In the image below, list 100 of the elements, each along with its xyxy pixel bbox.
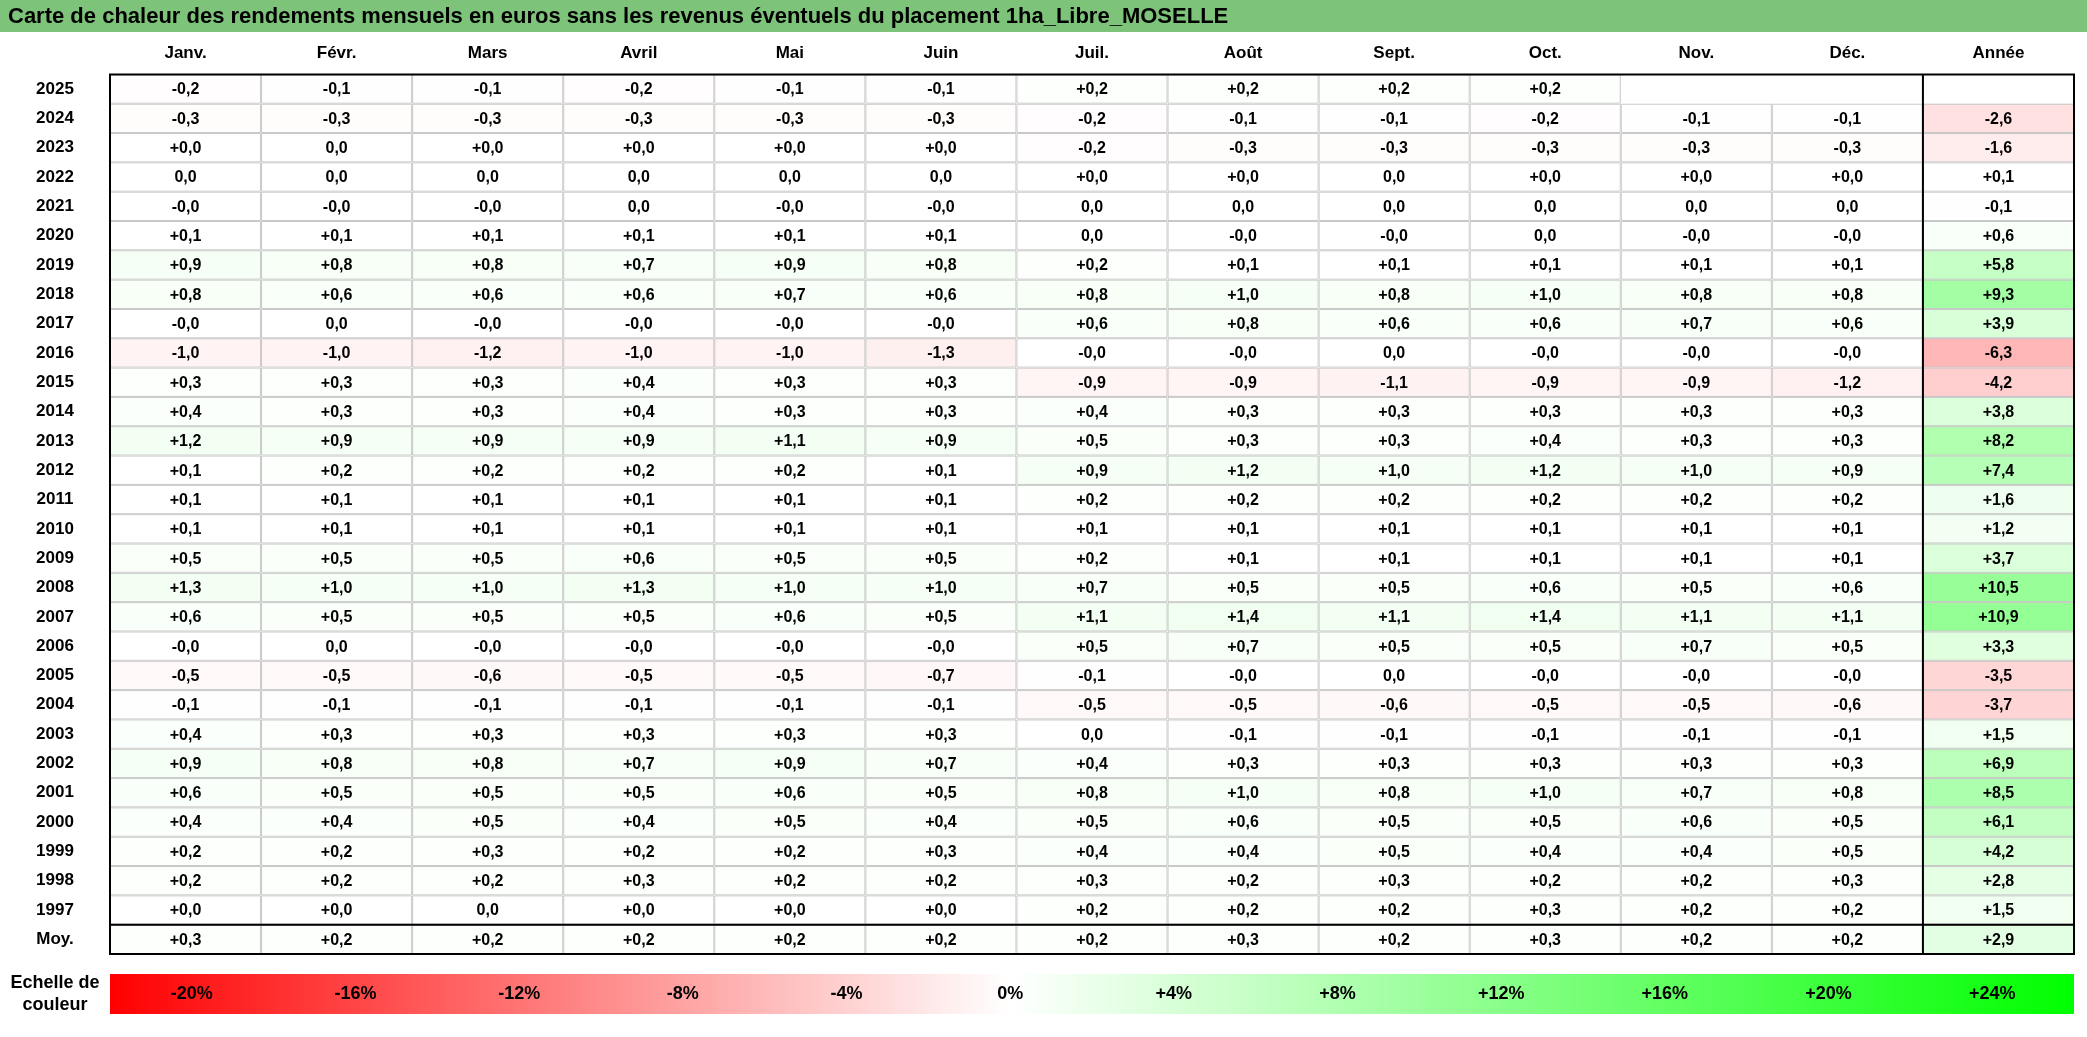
data-label: +0,1 [925,490,957,508]
data-label: +0,5 [622,784,655,802]
data-label: +0,4 [1529,432,1562,450]
data-label: +1,0 [774,578,806,596]
data-label: +1,2 [1982,520,2015,538]
data-label: +9,3 [1982,285,2015,303]
x-tick-label: Févr. [316,42,357,62]
data-label: +0,3 [1529,930,1562,948]
data-label: +0,9 [1076,461,1108,479]
data-label: +0,1 [925,520,957,538]
y-tick-label: 2006 [36,635,74,655]
data-label: 0,0 [778,168,802,186]
data-label: +0,5 [1378,578,1411,596]
data-label: -0,0 [927,315,955,333]
data-label: +0,3 [1831,402,1864,420]
data-label: +4,2 [1982,842,2015,860]
data-label: +0,1 [1680,256,1713,274]
data-label: +0,9 [774,754,806,772]
data-label: +0,5 [1831,813,1864,831]
y-tick-label: 2002 [36,753,74,773]
chart-title: Carte de chaleur des rendements mensuels en euros sans les revenus éventuels du placement 1ha_Libre_MOSELLE [0,0,2087,32]
data-label: -0,0 [1229,227,1257,245]
color-bar-label: -20% [170,982,213,1003]
data-label: -0,0 [1833,666,1862,684]
data-label: +0,1 [774,490,806,508]
data-label: +0,4 [169,402,202,420]
data-label: -0,2 [1078,139,1106,157]
data-label: +0,8 [1076,784,1108,802]
data-label: +0,5 [1378,842,1411,860]
data-label: +3,9 [1982,315,2015,333]
color-bar-label: +16% [1641,982,1689,1003]
data-label: +0,2 [1831,930,1864,948]
data-label: +0,3 [622,872,655,890]
y-tick-label: 2023 [36,137,74,157]
data-label: -0,1 [473,80,502,98]
data-label: +0,1 [1982,168,2015,186]
data-label: +0,5 [1378,637,1411,655]
data-label: +0,2 [1076,930,1108,948]
data-label: +0,2 [622,461,655,479]
data-label: +0,2 [320,842,353,860]
data-label: +0,3 [1227,754,1259,772]
data-label: +0,5 [1378,813,1411,831]
data-label: +0,3 [169,373,202,391]
data-label: +0,6 [1076,315,1108,333]
data-label: +0,0 [169,901,202,919]
data-label: -0,3 [1682,139,1711,157]
data-label: +0,3 [1680,432,1713,450]
data-label: -0,0 [624,315,653,333]
data-label: +0,0 [1227,168,1259,186]
data-label: -0,1 [1078,666,1106,684]
data-label: 0,0 [627,168,650,186]
data-label: +0,5 [925,608,957,626]
data-label: -0,1 [1531,725,1560,743]
data-label: +0,4 [622,813,655,831]
color-bar-label: +24% [1968,982,2016,1003]
data-label: +6,9 [1982,754,2015,772]
data-label: -0,0 [1380,227,1409,245]
data-label: +0,0 [774,139,806,157]
data-label: -0,2 [1078,109,1106,127]
color-bar-label: +20% [1805,982,1852,1003]
data-label: +1,2 [1529,461,1562,479]
data-label: +0,2 [169,842,202,860]
data-label: +0,6 [471,285,504,303]
data-label: +0,2 [774,842,806,860]
data-label: 0,0 [174,168,197,186]
data-label: -0,5 [1229,696,1257,714]
data-label: 0,0 [627,197,650,215]
data-label: 0,0 [1685,197,1708,215]
data-label: +0,0 [1529,168,1562,186]
data-label: +1,5 [1982,725,2015,743]
data-label: +0,1 [622,520,655,538]
data-label: +0,2 [774,930,806,948]
data-label: +0,3 [320,402,353,420]
data-label: +0,3 [925,725,957,743]
data-label: +0,6 [1680,813,1713,831]
data-label: +0,9 [622,432,655,450]
data-label: +0,3 [925,842,957,860]
data-label: +0,1 [1227,256,1259,274]
data-label: +1,2 [169,432,202,450]
data-label: -0,0 [776,315,804,333]
data-label: +0,0 [1076,168,1108,186]
data-label: +0,7 [1680,784,1713,802]
data-label: +0,8 [1378,285,1411,303]
data-label: +0,1 [320,490,353,508]
data-label: +8,5 [1982,784,2015,802]
data-label: +0,3 [1680,402,1713,420]
data-label: +1,0 [1378,461,1411,479]
data-label: +0,2 [1378,901,1411,919]
data-label: +1,1 [1680,608,1713,626]
data-label: +0,4 [1529,842,1562,860]
data-label: +0,1 [925,227,957,245]
data-label: +0,5 [1227,578,1259,596]
data-label: 0,0 [1231,197,1255,215]
data-label: +1,1 [1378,608,1411,626]
data-label: +0,3 [320,725,353,743]
data-label: +0,8 [1831,285,1864,303]
data-label: +1,0 [1227,784,1259,802]
data-label: 0,0 [325,139,348,157]
data-label: +0,2 [1680,901,1713,919]
data-label: +0,1 [320,520,353,538]
